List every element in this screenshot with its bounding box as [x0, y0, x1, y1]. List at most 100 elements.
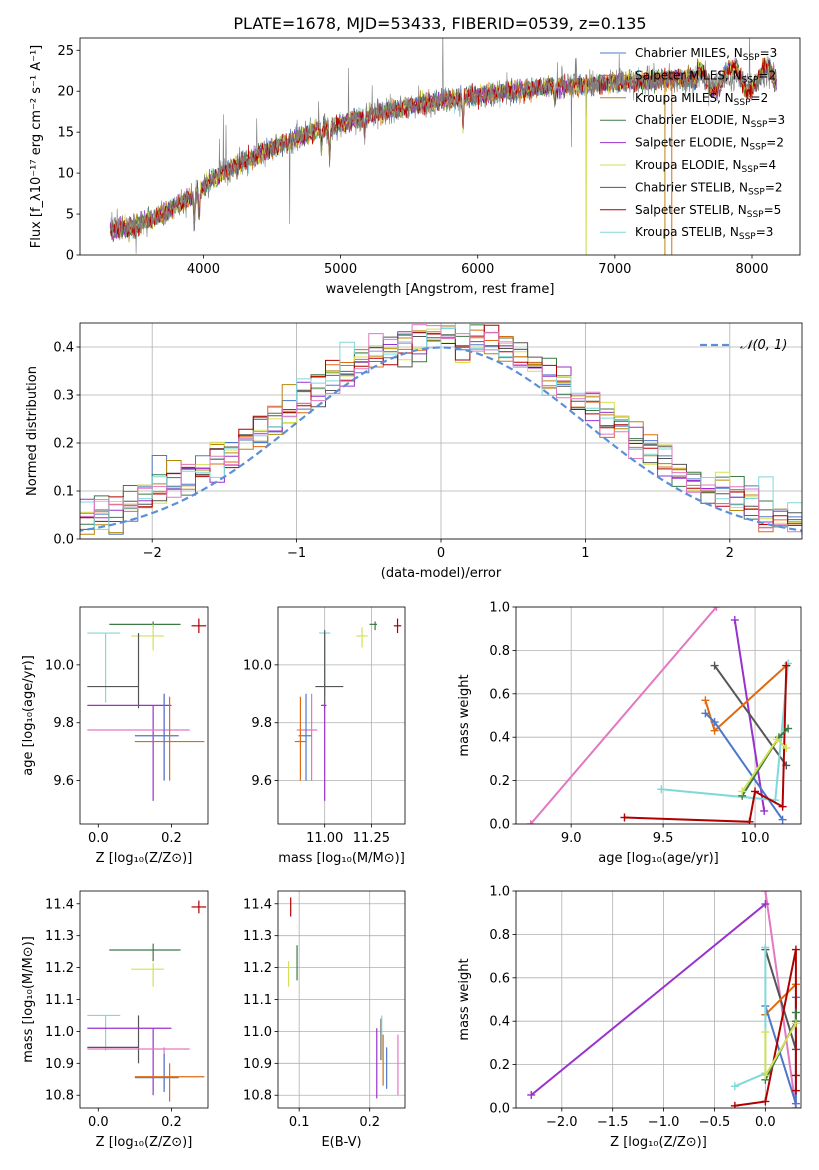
y-tick-label: 10.8 [243, 1089, 272, 1104]
legend-suffix: =2 [766, 136, 784, 150]
x-axis-label: age [log₁₀(age/yr)] [598, 851, 719, 866]
x-tick-label: 0 [437, 546, 445, 561]
x-tick-label: 2 [726, 546, 734, 561]
data-point [134, 1053, 179, 1093]
y-tick-label: 9.8 [53, 716, 74, 731]
data-point [87, 632, 121, 703]
data-point [296, 693, 318, 781]
plus-marker [701, 709, 710, 718]
legend-suffix: =2 [765, 180, 783, 194]
panel-age_vs_Z: 0.0 0.2 9.6 9.8 10.0 Z [log₁₀(Z/Z⊙)] age [log₁… [21, 606, 209, 866]
legend-suffix: =2 [751, 91, 769, 105]
plus-marker [710, 718, 719, 727]
weight-line [734, 947, 767, 1088]
x-tick-label: 11.25 [353, 831, 390, 846]
legend-label: Kroupa MILES, NSSP=2 [635, 91, 768, 108]
legend-sub: SSP [734, 98, 751, 108]
plus-marker [778, 802, 787, 811]
x-axis-label: E(B-V) [321, 1135, 361, 1150]
plus-marker [745, 817, 754, 824]
legend-label: Kroupa ELODIE, NSSP=4 [635, 158, 776, 175]
plus-marker [710, 726, 719, 735]
y-tick-label: 0.6 [489, 687, 510, 702]
x-tick-label: −2 [143, 546, 162, 561]
y-tick-label: 5 [66, 208, 74, 223]
plot-area [80, 323, 802, 535]
data-point [131, 962, 165, 987]
plus-marker [773, 735, 782, 744]
y-tick-label: 15 [57, 126, 74, 141]
axes-frame [515, 606, 802, 825]
y-tick-label: 0.4 [489, 731, 510, 746]
x-tick-label: 0.0 [88, 1115, 109, 1130]
y-tick-label: 0.2 [53, 437, 74, 452]
plus-marker [730, 1082, 739, 1091]
plus-marker [730, 1101, 739, 1108]
legend-name: Salpeter MILES, N [635, 68, 742, 82]
plot-area [294, 618, 402, 801]
data-point [356, 627, 368, 648]
y-tick-label: 0.4 [489, 1015, 510, 1030]
y-tick-label: 9.8 [251, 716, 272, 731]
axes-frame [515, 890, 802, 1109]
panel-spectrum: 4000 5000 6000 7000 8000 0 5 10 15 20 25 wavelength… [29, 37, 801, 297]
x-axis-label: wavelength [Angstrom, rest frame] [326, 282, 555, 297]
y-tick-label: 0.2 [489, 1058, 510, 1073]
data-point [393, 618, 402, 634]
x-tick-label: 11.00 [306, 831, 343, 846]
weight-line [713, 665, 788, 766]
plus-marker [782, 661, 791, 670]
plus-marker [730, 616, 739, 625]
y-tick-label: 11.0 [45, 1025, 74, 1040]
legend-name: Salpeter STELIB, N [635, 203, 747, 217]
legend-label: Kroupa STELIB, NSSP=3 [635, 225, 773, 242]
x-axis-label: Z [log₁₀(Z/Z⊙)] [96, 1135, 193, 1150]
data-point [191, 900, 207, 914]
data-point [87, 633, 140, 709]
x-tick-label: 8000 [735, 262, 768, 277]
y-axis-label: mass weight [457, 674, 472, 756]
legend-sub: SSP [747, 210, 764, 220]
data-point [134, 693, 179, 781]
weight-line [529, 607, 718, 824]
plot-area [87, 618, 207, 801]
legend-name: Kroupa MILES, N [635, 91, 734, 105]
y-tick-label: 10.0 [45, 658, 74, 673]
data-point [191, 618, 207, 634]
y-tick-label: 10.9 [243, 1057, 272, 1072]
x-tick-label: 9.5 [653, 831, 674, 846]
legend-label: Salpeter ELODIE, NSSP=2 [635, 136, 784, 153]
x-axis-label: (data-model)/error [381, 566, 502, 581]
panel-mass_weight_vs_age: 9.0 9.5 10.0 0.0 0.2 0.4 0.6 0.8 1.0 age [log₁₀(a… [457, 601, 802, 866]
panel-age_vs_mass: 11.00 11.25 9.6 9.8 10.0 mass [log₁₀(M/M⊙)] [243, 606, 406, 866]
data-point [131, 624, 165, 651]
plus-marker [712, 607, 721, 611]
x-tick-label: 0.2 [161, 1115, 182, 1130]
legend-suffix: =5 [764, 203, 782, 217]
legend-name: Kroupa STELIB, N [635, 225, 739, 239]
data-point [320, 704, 327, 801]
x-tick-label: −0.5 [699, 1115, 731, 1130]
legend-label: 𝒩(0, 1) [740, 338, 787, 353]
y-tick-label: 0.3 [53, 389, 74, 404]
plot-area [527, 891, 800, 1108]
plus-marker [784, 724, 793, 733]
legend-name: Salpeter ELODIE, N [635, 136, 749, 150]
data-point [87, 1014, 121, 1051]
x-tick-label: −1.5 [597, 1115, 629, 1130]
y-axis-label: mass [log₁₀(M/M⊙)] [21, 936, 36, 1063]
legend-name: Kroupa ELODIE, N [635, 158, 742, 172]
y-tick-label: 11.2 [243, 961, 272, 976]
weight-line [764, 1022, 797, 1080]
legend-name: Chabrier STELIB, N [635, 180, 748, 194]
plus-marker [620, 813, 629, 822]
plus-marker [791, 1019, 800, 1028]
plus-marker [701, 696, 710, 705]
data-point [134, 1063, 205, 1102]
legend-label: Salpeter STELIB, NSSP=5 [635, 203, 781, 220]
y-tick-label: 11.4 [243, 897, 272, 912]
data-point [87, 1027, 172, 1096]
y-tick-label: 10.9 [45, 1057, 74, 1072]
legend-label: Chabrier ELODIE, NSSP=3 [635, 113, 785, 130]
